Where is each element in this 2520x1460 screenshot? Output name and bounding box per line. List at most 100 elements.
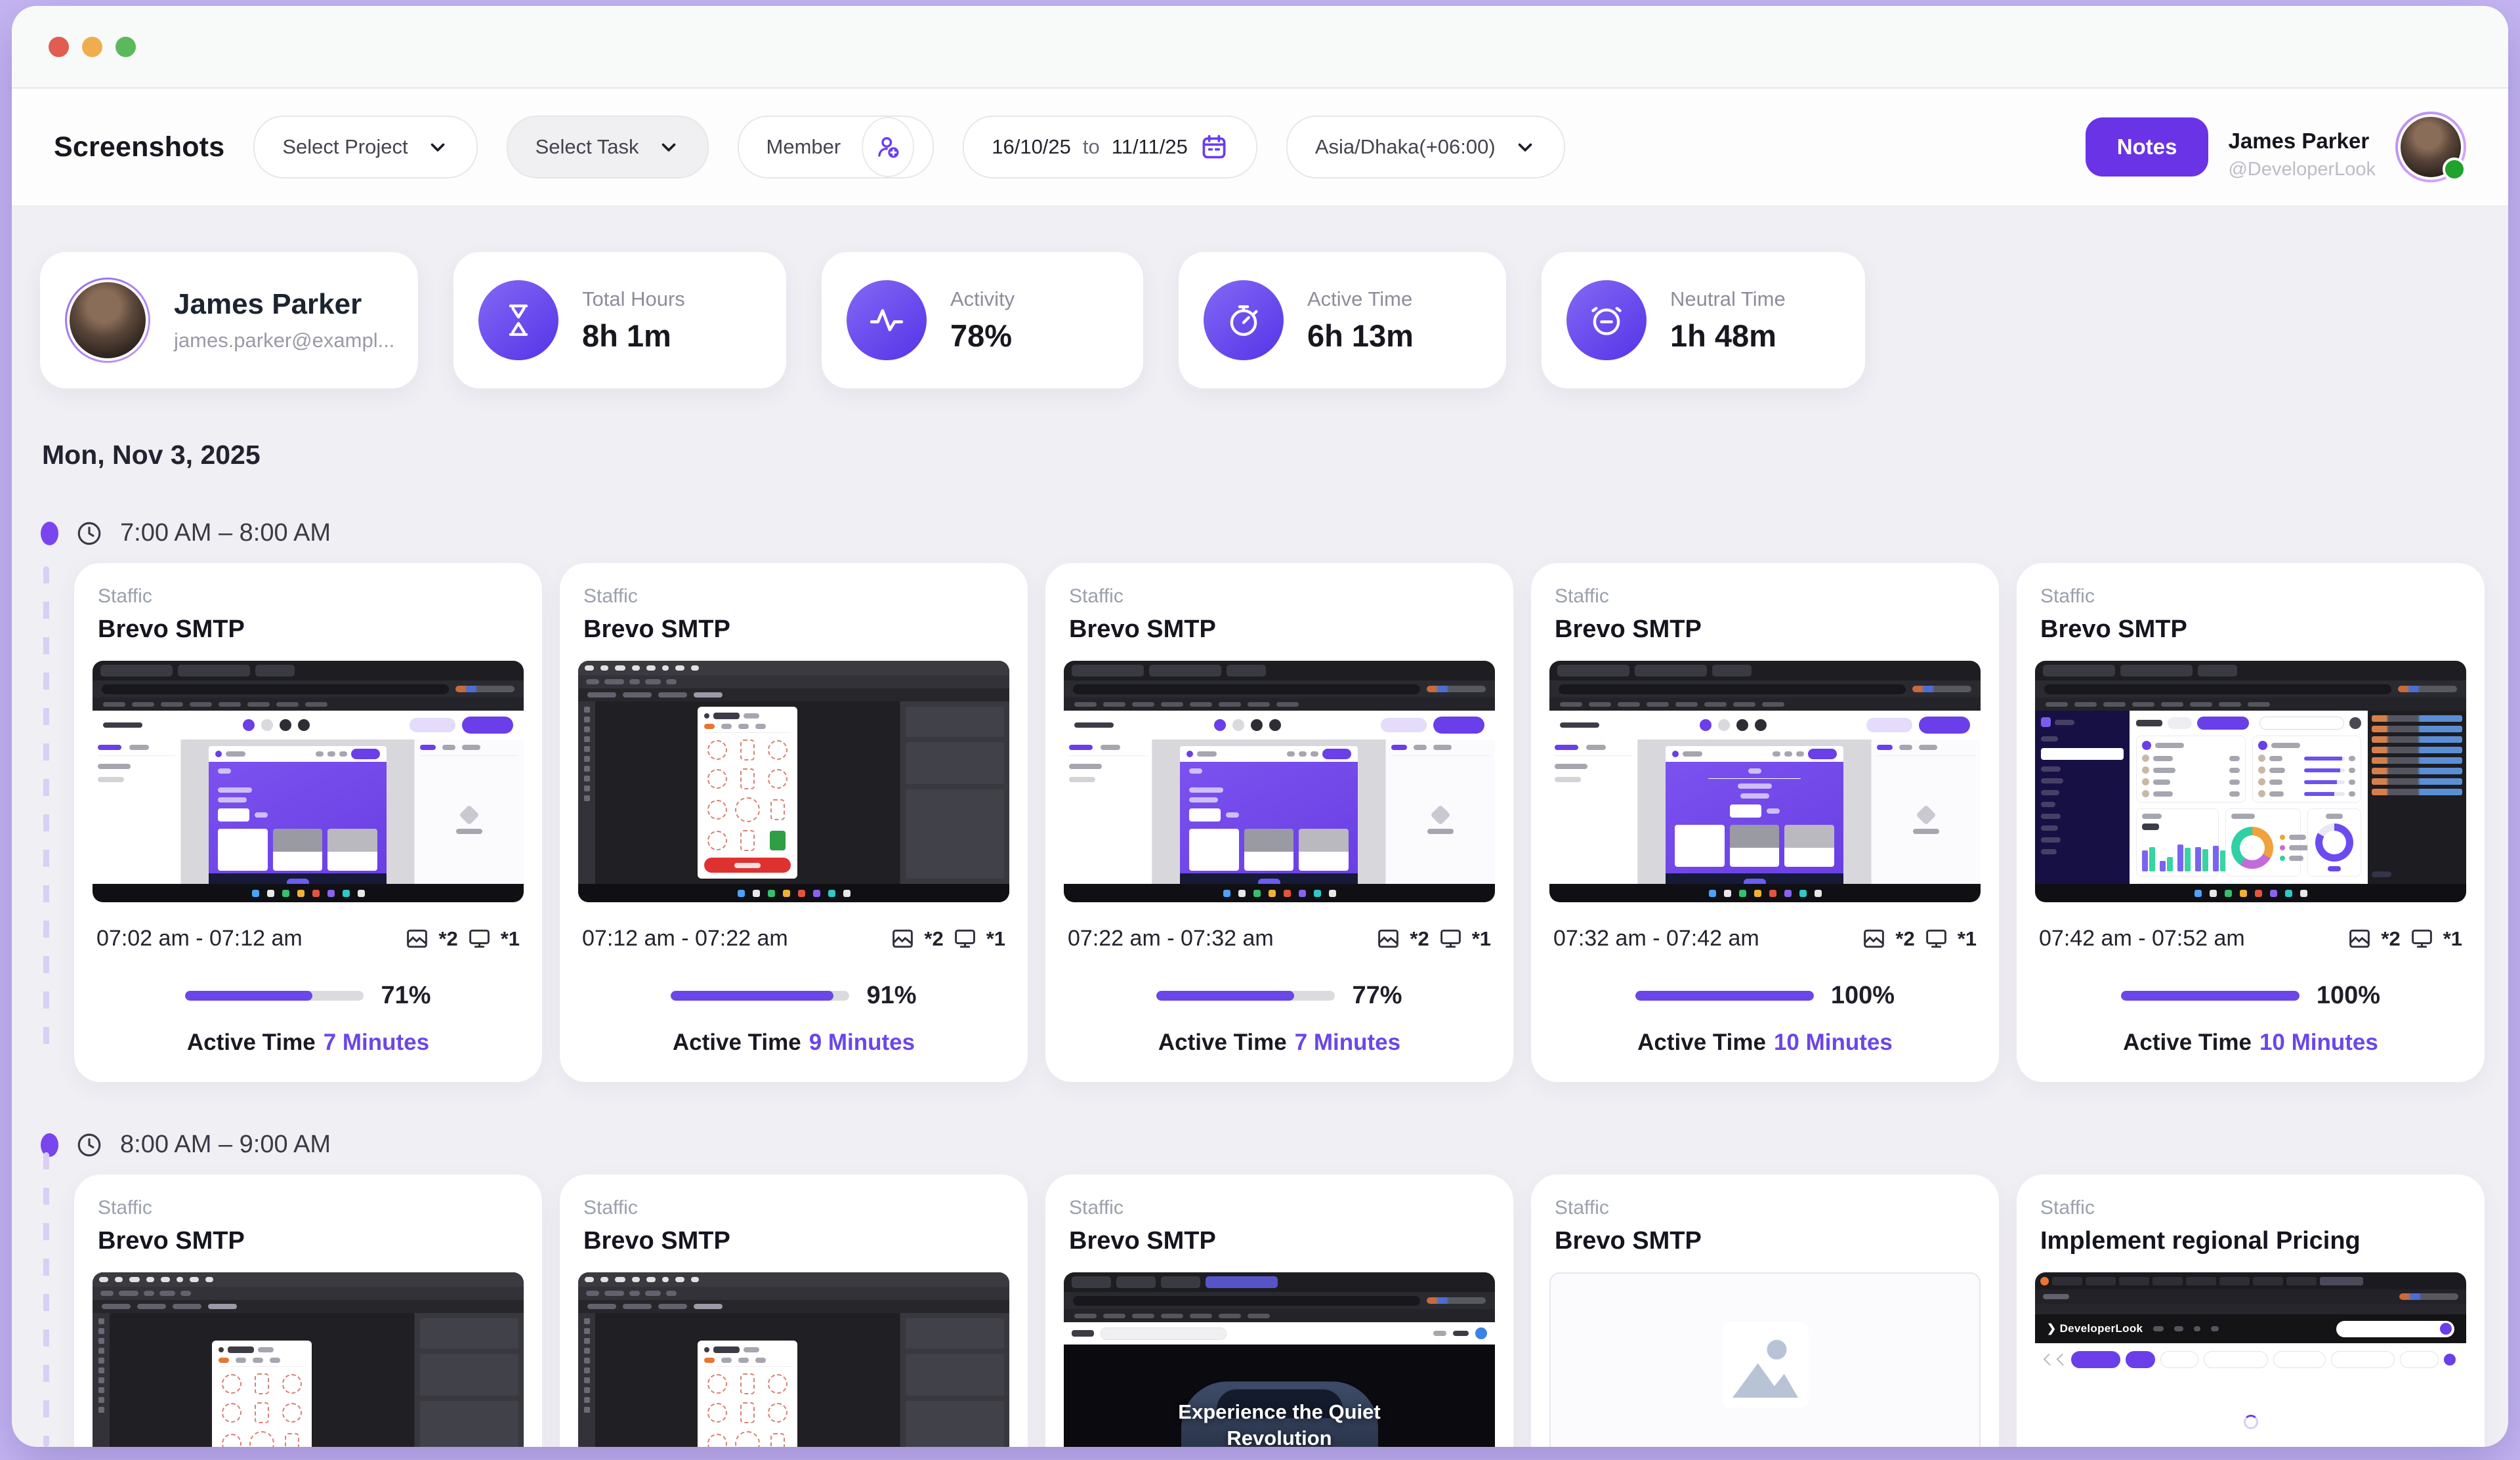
user-name: James Parker [2228,128,2370,153]
monitor-icon [2410,927,2434,951]
project-label: Staffic [583,585,638,607]
project-label: Staffic [1555,1197,1609,1219]
notes-button[interactable]: Notes [2085,117,2209,177]
activity-progress [1156,991,1335,1001]
neutral-time-card: Neutral Time 1h 48m [1542,252,1865,388]
summary-stats-row: James Parker james.parker@exampl... Tota… [40,252,2508,388]
person-plus-icon [874,133,902,161]
screenshot-card[interactable]: Staffic Brevo SMTP [1045,563,1513,1082]
current-user: James Parker @DeveloperLook [2228,128,2376,180]
screenshot-thumbnail[interactable] [2035,661,2466,902]
hourglass-icon [478,280,558,360]
project-label: Staffic [2040,585,2095,607]
screenshot-thumbnail[interactable]: ❯ DeveloperLook [2035,1272,2466,1447]
app-window: Screenshots Select Project Select Task M… [12,6,2508,1447]
timezone-dropdown[interactable]: Asia/Dhaka(+06:00) [1286,115,1565,178]
task-title: Brevo SMTP [1069,615,1216,643]
project-label: Staffic [2040,1197,2095,1219]
site-search [2336,1320,2454,1337]
screenshot-card[interactable]: Staffic Brevo SMTP Why is this shot miss… [1531,1175,1999,1447]
activity-icon [847,280,927,360]
project-label: Staffic [1069,1197,1124,1219]
screenshot-card[interactable]: Staffic Brevo SMTP [1531,563,1999,1082]
minimize-window-icon[interactable] [82,36,102,57]
screens-icon [2347,927,2372,951]
screens-count: *2 [438,927,458,950]
screenshot-thumbnail[interactable] [93,1272,524,1447]
timezone-label: Asia/Dhaka(+06:00) [1314,135,1496,158]
screenshot-card[interactable]: Staffic Brevo SMTP [74,1175,542,1447]
member-name: James Parker [174,288,362,320]
activity-progress [185,991,364,1001]
activity-progress [671,991,850,1001]
chevron-down-icon [658,136,680,158]
screens-icon [405,927,429,951]
app-header: Screenshots Select Project Select Task M… [12,89,2508,206]
section-time-range: 8:00 AM – 9:00 AM [120,1131,331,1158]
stat-value: 6h 13m [1307,318,1414,353]
stat-label: Total Hours [582,287,685,310]
date-range-picker[interactable]: 16/10/25 to 11/11/25 [963,115,1257,178]
member-filter[interactable]: Member [737,115,934,178]
stat-value: 1h 48m [1670,318,1776,353]
stat-value: 78% [950,318,1013,353]
screenshot-thumbnail[interactable] [93,661,524,902]
time-section-header: 8:00 AM – 9:00 AM [41,1131,2508,1159]
monitor-icon [1924,927,1948,951]
member-email: james.parker@exampl... [174,329,395,352]
avatar [65,278,150,363]
screenshot-card[interactable]: Staffic Brevo SMTP [560,563,1028,1082]
stat-value: 8h 1m [582,318,671,353]
close-window-icon[interactable] [49,36,69,57]
screenshot-card[interactable]: Staffic Brevo SMTP [560,1175,1028,1447]
screenshot-thumbnail[interactable] [1064,661,1495,902]
monitor-count: *1 [500,927,520,950]
calendar-icon [1200,133,1228,161]
screenshot-card[interactable]: Staffic Implement regional Pricing ❯ Dev… [2017,1175,2485,1447]
screens-icon [1376,927,1400,951]
stat-label: Active Time [1307,287,1413,310]
screenshot-thumbnail[interactable] [578,661,1009,902]
clock-icon [75,1131,103,1159]
screens-icon [1862,927,1886,951]
video-title: Experience the Quiet Revolution [1178,1400,1381,1447]
active-time-value: 7 Minutes [323,1030,430,1055]
timeline-dashes [43,1152,49,1447]
screenshot-card[interactable]: Staffic Brevo SMTP [2017,563,2485,1082]
project-label: Staffic [1069,585,1124,607]
chevron-down-icon [427,136,449,158]
avatar-photo [2398,114,2464,180]
screenshot-thumbnail[interactable]: Experience the Quiet Revolution Voltz [1064,1272,1495,1447]
screenshot-row: Staffic Brevo SMTP [74,563,2508,1082]
project-label: Staffic [98,1197,152,1219]
shot-time-range: 07:22 am - 07:32 am [1068,926,1274,951]
task-title: Implement regional Pricing [2040,1227,2361,1255]
screenshot-thumbnail[interactable] [1549,661,1981,902]
site-logo: ❯ DeveloperLook [2047,1322,2143,1335]
screenshot-card[interactable]: Staffic Brevo SMTP Experience the Quiet … [1045,1175,1513,1447]
member-summary-card[interactable]: James Parker james.parker@exampl... [40,252,418,388]
date-heading: Mon, Nov 3, 2025 [42,440,261,470]
maximize-window-icon[interactable] [116,36,136,57]
select-task-dropdown[interactable]: Select Task [506,115,709,178]
task-title: Brevo SMTP [583,1227,730,1255]
activity-card: Activity 78% [822,252,1143,388]
task-title: Brevo SMTP [1555,615,1702,643]
missed-shot-placeholder: Why is this shot missed? ? [1549,1272,1981,1447]
avatar[interactable] [2395,112,2466,182]
active-time-label: Active Time [186,1030,316,1055]
screenshot-card[interactable]: Staffic Brevo SMTP [74,563,542,1082]
monitor-icon [467,927,492,951]
timeline-dashes [43,566,49,1052]
shot-time-range: 07:32 am - 07:42 am [1553,926,1759,951]
select-project-dropdown[interactable]: Select Project [253,115,478,178]
taskbar [578,884,1009,902]
active-time-card: Active Time 6h 13m [1179,252,1506,388]
activity-percent: 71% [381,982,431,1009]
total-hours-card: Total Hours 8h 1m [453,252,786,388]
date-from: 16/10/25 [992,135,1071,158]
task-title: Brevo SMTP [1555,1227,1702,1255]
video-player[interactable]: Experience the Quiet Revolution [1064,1345,1495,1447]
member-oval [862,117,915,177]
screenshot-thumbnail[interactable] [578,1272,1009,1447]
